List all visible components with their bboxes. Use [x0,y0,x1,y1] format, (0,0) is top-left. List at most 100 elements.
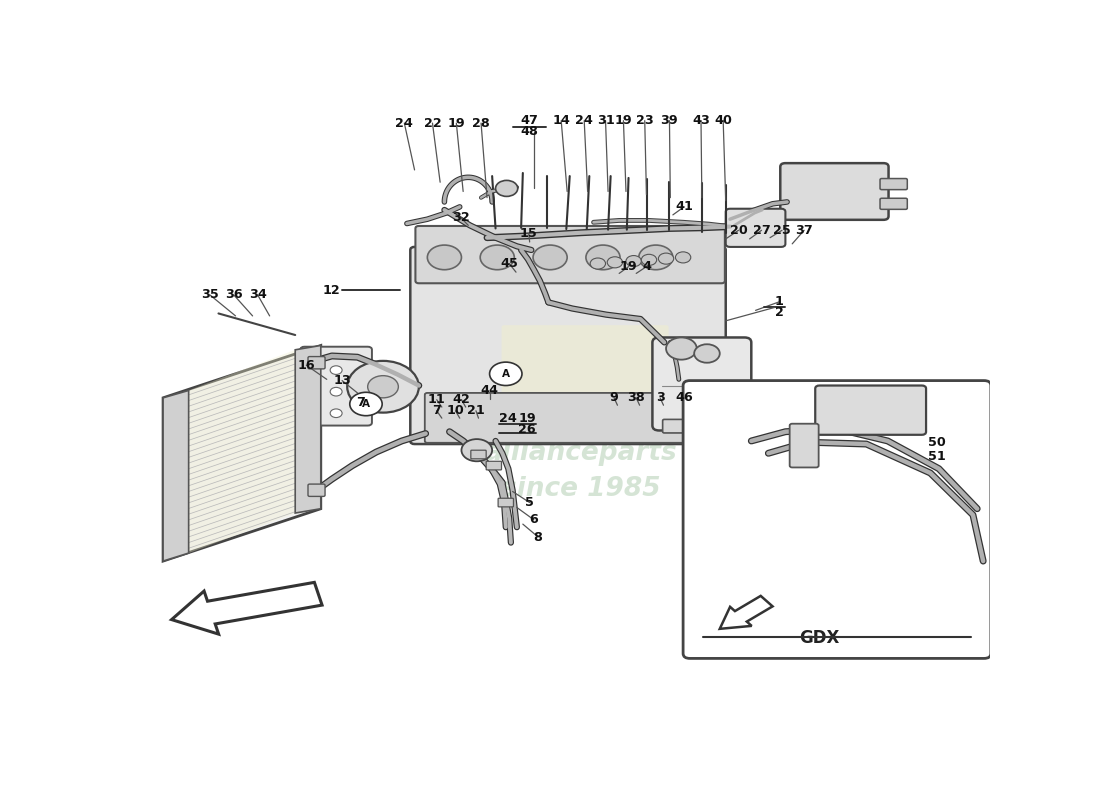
Text: 4: 4 [642,260,651,273]
Text: 50: 50 [928,436,946,450]
Circle shape [586,245,620,270]
Text: 22: 22 [424,117,441,130]
FancyBboxPatch shape [880,198,907,210]
Circle shape [675,252,691,263]
Circle shape [495,180,518,197]
Circle shape [534,245,568,270]
FancyBboxPatch shape [498,498,514,507]
FancyBboxPatch shape [410,247,726,444]
Text: 25: 25 [773,224,791,237]
Text: 19: 19 [615,114,632,127]
FancyBboxPatch shape [790,424,818,467]
FancyBboxPatch shape [308,484,326,496]
FancyBboxPatch shape [308,357,326,369]
Circle shape [694,344,719,362]
Text: 40: 40 [714,114,733,127]
Text: 51: 51 [928,450,946,463]
Text: 1: 1 [776,295,784,308]
Polygon shape [163,390,189,561]
Text: 23: 23 [636,114,653,127]
Circle shape [641,254,657,266]
Text: A: A [502,369,509,379]
Text: 5: 5 [525,496,535,509]
Text: 19: 19 [619,260,637,273]
Text: 46: 46 [675,391,693,404]
Text: 42: 42 [452,393,471,406]
Text: 19: 19 [448,117,465,130]
FancyBboxPatch shape [425,393,719,443]
Text: 44: 44 [481,384,498,397]
Circle shape [481,245,515,270]
FancyBboxPatch shape [780,163,889,220]
Text: 32: 32 [452,211,470,224]
Text: 10: 10 [447,404,464,418]
Text: A: A [362,399,370,409]
Text: 37: 37 [795,224,813,237]
Text: 8: 8 [534,530,542,543]
Circle shape [659,253,673,264]
Text: 38: 38 [627,391,645,404]
FancyBboxPatch shape [683,381,991,658]
Text: 15: 15 [520,227,538,241]
Text: 7: 7 [356,396,365,410]
Polygon shape [189,350,295,553]
Text: 34: 34 [249,289,266,302]
Polygon shape [163,346,321,561]
Text: 28: 28 [472,117,490,130]
Text: 3: 3 [656,391,664,404]
Circle shape [427,245,462,270]
Text: 14: 14 [552,114,570,127]
Text: 24: 24 [498,412,516,425]
Circle shape [591,258,605,269]
Circle shape [330,387,342,396]
Text: 19: 19 [518,412,536,425]
Circle shape [330,366,342,374]
FancyBboxPatch shape [880,178,907,190]
Text: 47: 47 [520,114,539,127]
Circle shape [490,362,522,386]
FancyArrow shape [719,596,772,629]
FancyBboxPatch shape [502,325,669,440]
FancyBboxPatch shape [416,226,725,283]
Text: 12: 12 [322,283,340,297]
FancyBboxPatch shape [815,386,926,435]
FancyBboxPatch shape [652,338,751,430]
Text: 24: 24 [395,117,414,130]
Text: 7: 7 [432,404,441,418]
Circle shape [350,392,382,416]
Polygon shape [295,346,321,513]
Text: 20: 20 [729,224,747,237]
FancyBboxPatch shape [662,419,742,433]
Text: 26: 26 [518,422,536,436]
Text: 27: 27 [752,224,770,237]
Circle shape [348,361,419,413]
Text: 6: 6 [529,514,538,526]
Text: a Maserati
allianceparts
since 1985: a Maserati allianceparts since 1985 [484,404,678,502]
Text: 16: 16 [297,358,315,372]
Text: GDX: GDX [800,629,839,647]
Circle shape [666,338,696,360]
Text: 11: 11 [428,393,446,406]
Text: 39: 39 [661,114,679,127]
Text: 24: 24 [575,114,593,127]
Text: 31: 31 [596,114,615,127]
Circle shape [639,245,673,270]
Circle shape [626,255,641,266]
Text: 13: 13 [333,374,351,387]
Text: 35: 35 [201,289,219,302]
FancyBboxPatch shape [471,450,486,459]
Text: 43: 43 [692,114,710,127]
Text: 2: 2 [776,306,784,318]
Text: 45: 45 [500,257,518,270]
FancyArrow shape [172,582,322,634]
Text: 41: 41 [675,200,693,214]
Text: 21: 21 [468,404,485,418]
Circle shape [330,409,342,418]
Circle shape [367,376,398,398]
Circle shape [462,439,492,462]
FancyBboxPatch shape [486,462,502,470]
FancyBboxPatch shape [300,346,372,426]
Circle shape [607,257,623,268]
Text: 48: 48 [520,126,539,138]
FancyBboxPatch shape [726,209,785,247]
